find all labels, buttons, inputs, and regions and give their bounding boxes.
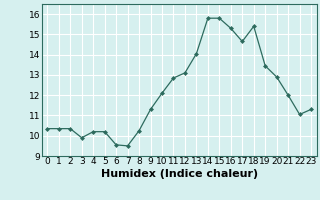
X-axis label: Humidex (Indice chaleur): Humidex (Indice chaleur): [100, 169, 258, 179]
